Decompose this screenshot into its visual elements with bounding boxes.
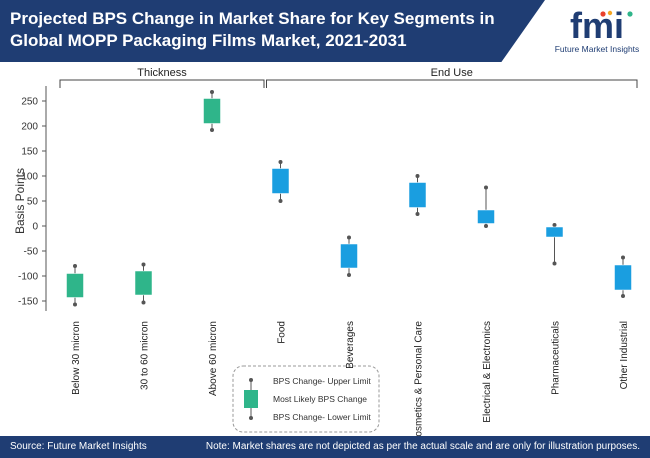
- y-tick-label: 150: [21, 147, 38, 158]
- x-labels: Below 30 micron 30 to 60 micron Above 60 m…: [71, 321, 630, 444]
- title-banner: [0, 0, 545, 62]
- logo-dot-green: [627, 11, 633, 17]
- legend-upper-label: BPS Change- Upper Limit: [273, 376, 371, 386]
- logo-mark: fmi: [570, 5, 624, 44]
- likely-range-box: [271, 168, 290, 194]
- group-bracket: [59, 79, 265, 88]
- legend-likely-label: Most Likely BPS Change: [273, 394, 367, 404]
- x-tick-label: Beverages: [345, 321, 356, 369]
- upper-limit-point: [484, 185, 488, 190]
- lower-limit-point: [552, 261, 557, 266]
- fmi-logo: fmi Future Market Insights: [548, 4, 646, 60]
- likely-range-box: [477, 209, 495, 224]
- group-label: Thickness: [137, 67, 187, 79]
- legend-lower-point: [249, 416, 253, 420]
- y-tick-label: -100: [18, 272, 38, 283]
- lower-limit-point: [278, 199, 283, 203]
- upper-limit-point: [278, 160, 283, 164]
- group-brackets: Thickness End Use: [59, 67, 638, 88]
- source-text: Source: Future Market Insights: [10, 441, 147, 452]
- x-tick-label: 30 to 60 micron: [140, 321, 151, 390]
- x-tick-label: Below 30 micron: [71, 321, 82, 395]
- logo-dot-red: [600, 11, 606, 17]
- legend-upper-point: [249, 378, 253, 382]
- boxes: [66, 90, 632, 307]
- legend-frame: [232, 365, 380, 433]
- x-tick-label: Pharmaceuticals: [551, 321, 562, 395]
- upper-limit-point: [415, 174, 420, 178]
- x-tick-label: Food: [277, 321, 288, 344]
- likely-range-box: [203, 98, 221, 124]
- y-tick-label: 0: [32, 222, 38, 233]
- lower-limit-point: [141, 300, 146, 305]
- y-tick-label: -150: [18, 297, 38, 308]
- likely-range-box: [614, 264, 632, 291]
- likely-range-box: [340, 243, 358, 269]
- y-axis-label: Basis Points: [13, 168, 27, 234]
- lower-limit-point: [621, 294, 625, 298]
- upper-limit-point: [621, 255, 625, 260]
- x-tick-label: Above 60 micron: [208, 321, 219, 396]
- y-tick-label: -50: [24, 247, 39, 258]
- legend: BPS Change- Upper Limit Most Likely BPS C…: [232, 365, 380, 433]
- lower-limit-point: [415, 212, 420, 216]
- lower-limit-point: [73, 302, 77, 307]
- upper-limit-point: [73, 264, 77, 268]
- group-label: End Use: [431, 67, 473, 79]
- fmi-logo-icon: fmi: [570, 5, 633, 46]
- y-tick-label: 200: [21, 122, 38, 133]
- upper-limit-point: [347, 235, 351, 240]
- lower-limit-point: [347, 273, 351, 277]
- legend-box: [244, 390, 258, 408]
- likely-range-box: [66, 273, 84, 298]
- chart-title: Projected BPS Change in Market Share for…: [10, 9, 495, 50]
- logo-text: Future Market Insights: [554, 44, 640, 54]
- y-axis: -150 -100 -50 0 50 100 150 200 250 Basis Points: [13, 86, 47, 311]
- chart-area: Thickness End Use -150 -100 -50 0 50 100 150 200…: [0, 62, 650, 444]
- likely-range-box: [134, 270, 153, 296]
- likely-range-box: [408, 182, 427, 208]
- y-tick-label: 50: [27, 197, 39, 208]
- legend-lower-label: BPS Change- Lower Limit: [273, 412, 371, 422]
- x-tick-label: Cosmetics & Personal Care: [414, 321, 425, 436]
- x-tick-label: Other Industrial: [619, 321, 630, 389]
- y-tick-label: 250: [21, 97, 38, 108]
- upper-limit-point: [210, 90, 214, 94]
- note-text: Note: Market shares are not depicted as …: [205, 441, 640, 452]
- y-tick-label: 100: [21, 172, 38, 183]
- lower-limit-point: [210, 128, 214, 132]
- group-bracket: [266, 79, 638, 88]
- logo-dot-orange: [607, 10, 613, 16]
- upper-limit-point: [141, 262, 146, 267]
- upper-limit-point: [552, 223, 557, 227]
- x-tick-label: Electrical & Electronics: [482, 321, 493, 423]
- likely-range-box: [545, 226, 564, 238]
- header: Projected BPS Change in Market Share for…: [0, 0, 650, 62]
- lower-limit-point: [484, 224, 488, 228]
- footer: Source: Future Market Insights Note: Mar…: [0, 436, 650, 458]
- box-chart: Thickness End Use -150 -100 -50 0 50 100 150 200…: [13, 67, 638, 444]
